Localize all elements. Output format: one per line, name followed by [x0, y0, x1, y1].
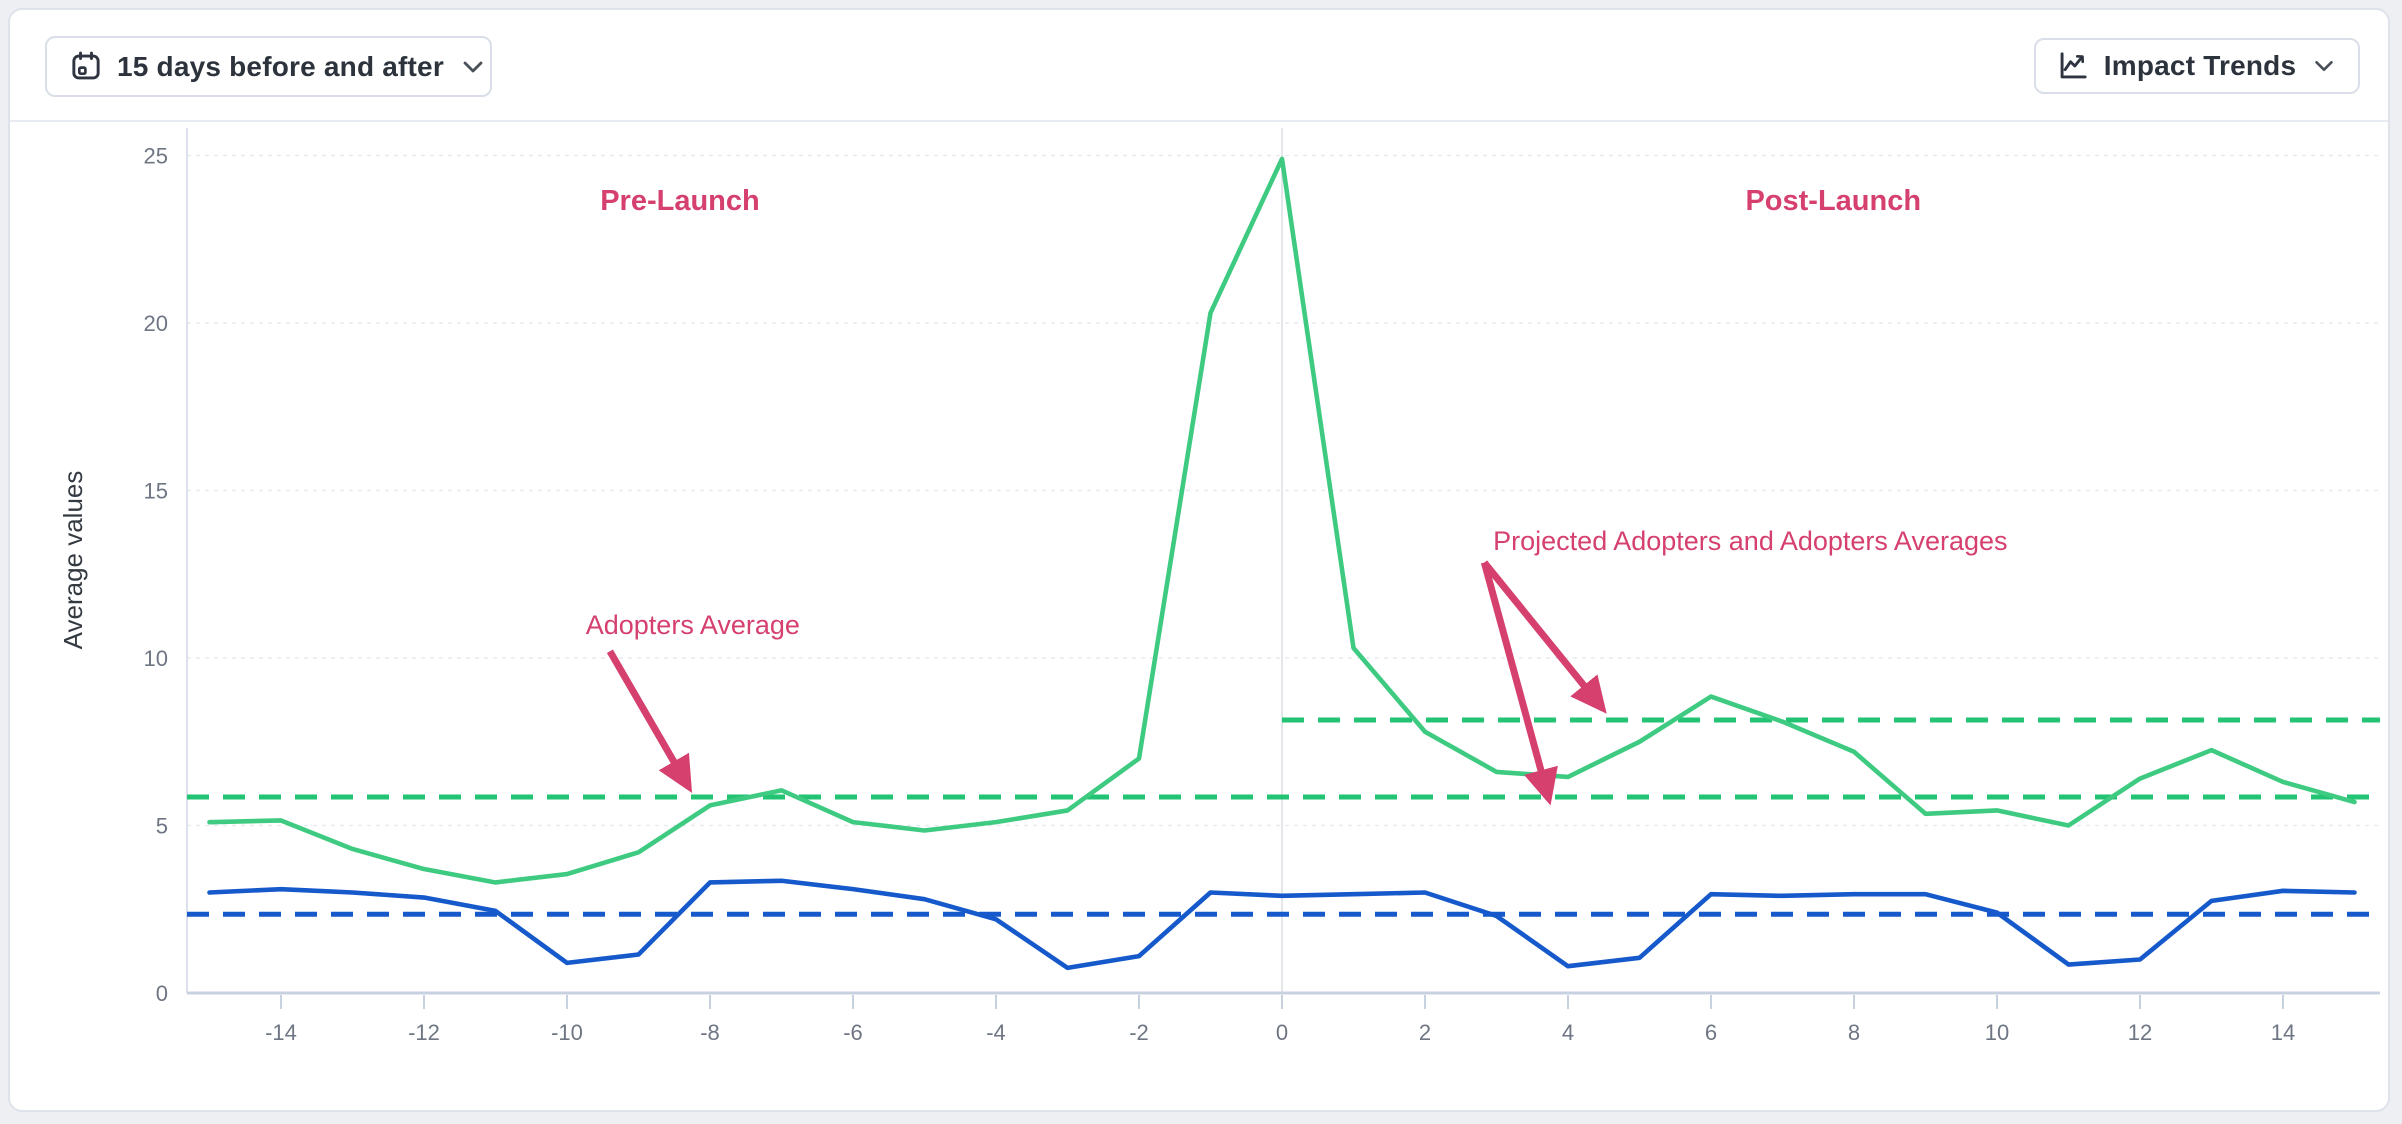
- chart-card: 15 days before and after Impact Trends: [8, 8, 2390, 1112]
- chevron-down-icon: [458, 57, 488, 77]
- date-range-label: 15 days before and after: [117, 50, 444, 82]
- date-range-dropdown[interactable]: 15 days before and after: [45, 36, 492, 97]
- chevron-down-icon: [2310, 56, 2338, 76]
- toolbar: 15 days before and after Impact Trends: [10, 10, 2388, 122]
- impact-trends-dropdown[interactable]: Impact Trends: [2034, 38, 2360, 94]
- line-chart-icon: [2056, 49, 2090, 83]
- calendar-icon: [69, 50, 103, 84]
- impact-trends-label: Impact Trends: [2103, 50, 2297, 81]
